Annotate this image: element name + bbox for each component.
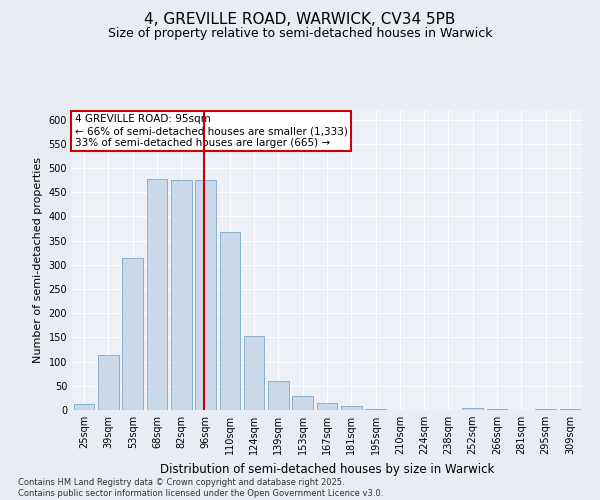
- Text: 4, GREVILLE ROAD, WARWICK, CV34 5PB: 4, GREVILLE ROAD, WARWICK, CV34 5PB: [145, 12, 455, 28]
- Text: 4 GREVILLE ROAD: 95sqm
← 66% of semi-detached houses are smaller (1,333)
33% of : 4 GREVILLE ROAD: 95sqm ← 66% of semi-det…: [74, 114, 347, 148]
- Bar: [292, 396, 313, 410]
- Bar: [560, 409, 580, 410]
- Bar: [195, 180, 216, 410]
- Bar: [341, 406, 362, 410]
- X-axis label: Distribution of semi-detached houses by size in Warwick: Distribution of semi-detached houses by …: [160, 462, 494, 475]
- Text: Size of property relative to semi-detached houses in Warwick: Size of property relative to semi-detach…: [108, 28, 492, 40]
- Bar: [74, 404, 94, 410]
- Bar: [463, 408, 483, 410]
- Bar: [122, 258, 143, 410]
- Bar: [98, 355, 119, 410]
- Bar: [487, 408, 508, 410]
- Bar: [365, 408, 386, 410]
- Bar: [220, 232, 240, 410]
- Bar: [317, 403, 337, 410]
- Bar: [535, 409, 556, 410]
- Bar: [171, 180, 191, 410]
- Bar: [146, 178, 167, 410]
- Bar: [244, 336, 265, 410]
- Text: Contains HM Land Registry data © Crown copyright and database right 2025.
Contai: Contains HM Land Registry data © Crown c…: [18, 478, 383, 498]
- Y-axis label: Number of semi-detached properties: Number of semi-detached properties: [33, 157, 43, 363]
- Bar: [268, 381, 289, 410]
